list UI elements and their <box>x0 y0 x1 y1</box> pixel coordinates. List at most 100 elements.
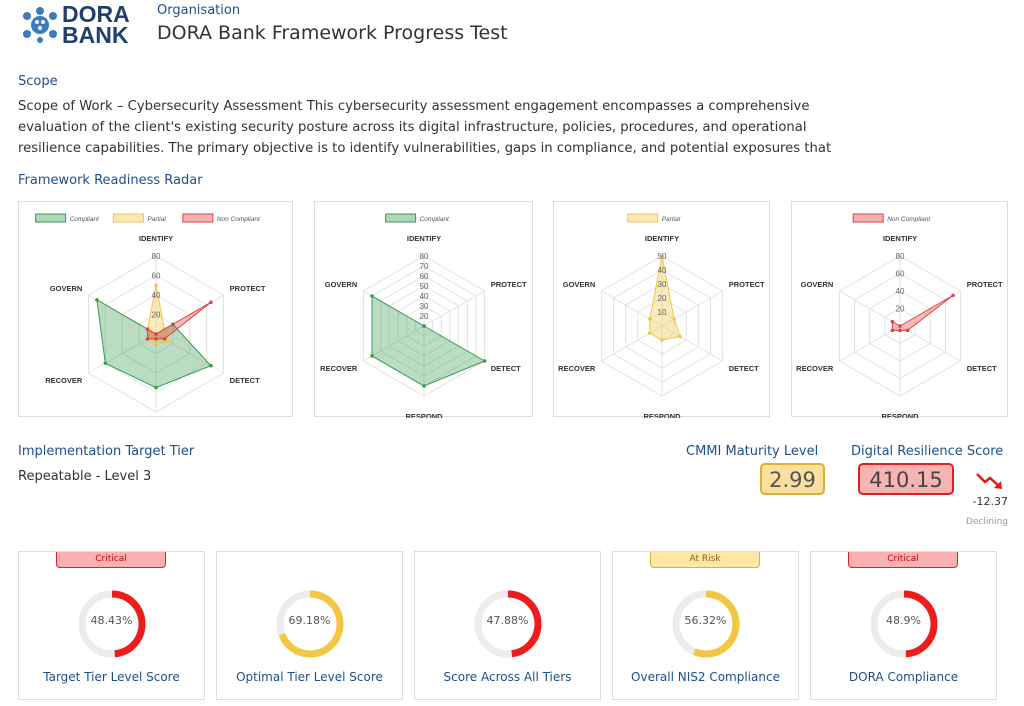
score-value: 69.18% <box>288 614 331 627</box>
radar-axis-label: GOVERN <box>50 284 83 293</box>
radar-card-compliant: 20 30 40 50 60 70 80 IDENTIFY PROTECT DETECT RESPO… <box>314 201 533 418</box>
drs-trend-label: Declining <box>965 517 1008 527</box>
radar-point <box>154 332 158 336</box>
radar-tick-label: 20 <box>658 294 667 303</box>
legend-label: Partial <box>662 216 681 223</box>
score-value: 56.32% <box>684 614 727 627</box>
radar-point <box>672 317 676 321</box>
legend-swatch <box>852 213 884 223</box>
donut-chart <box>870 590 938 658</box>
score-value: 48.9% <box>886 614 921 627</box>
donut-chart <box>672 590 740 658</box>
radar-axis-label: IDENTIFY <box>883 234 917 243</box>
radar-axis-label: IDENTIFY <box>139 234 173 243</box>
legend-label: Non Compliant <box>217 216 261 223</box>
radar-point <box>154 341 158 346</box>
legend-swatch <box>385 213 417 223</box>
radar-spoke <box>601 325 663 362</box>
drs-delta: -12.37 <box>972 495 1008 508</box>
trend-down-icon <box>976 473 1002 489</box>
radar-point <box>370 294 374 298</box>
radar-point <box>951 293 955 298</box>
radar-tick-label: 30 <box>420 302 429 311</box>
radar-axis-label: PROTECT <box>491 280 527 289</box>
radar-tick-label: 30 <box>658 280 667 289</box>
org-label: Organisation <box>157 3 241 18</box>
score-card: 47.88% Score Across All Tiers <box>414 551 601 700</box>
radar-tick-label: 20 <box>152 311 161 320</box>
radar-tick-label: 20 <box>420 312 429 321</box>
donut-chart <box>78 590 146 658</box>
radar-axis-label: RECOVER <box>796 364 834 373</box>
scope-text: Scope of Work – Cybersecurity Assessment… <box>18 99 832 156</box>
radar-point <box>660 338 664 342</box>
score-value: 48.43% <box>90 614 133 627</box>
radar-tick-label: 60 <box>152 272 161 281</box>
radar-tick-label: 20 <box>896 305 905 314</box>
radar-tick-label: 40 <box>152 291 161 300</box>
radar-card-partial: 10 20 30 40 50 IDENTIFY PROTECT DETECT RESPOND RE… <box>553 201 770 418</box>
radar-spoke <box>601 290 663 327</box>
donut-chart <box>474 590 542 658</box>
legend-label: Non Compliant <box>887 216 931 223</box>
scope-heading: Scope <box>18 74 58 89</box>
score-label: Score Across All Tiers <box>443 670 572 684</box>
score-label: DORA Compliance <box>848 670 959 684</box>
score-card: Critical 48.43% Target Tier Level Score <box>18 551 205 700</box>
radar-point <box>162 337 167 341</box>
page-title: DORA Bank Framework Progress Test <box>157 22 508 44</box>
radar-point <box>154 283 158 288</box>
radar-spoke <box>899 325 961 362</box>
radar-chart-combined: 20406080IDENTIFYPROTECTDETECTRESPONDRECO… <box>35 213 266 413</box>
radar-spoke <box>839 325 901 362</box>
score-card: Critical 48.9% DORA Compliance <box>810 551 997 700</box>
radar-point <box>905 328 910 333</box>
radar-axis-label: PROTECT <box>729 280 765 289</box>
radar-tick-label: 80 <box>896 252 905 261</box>
radar-point <box>890 319 895 324</box>
tier-heading: Implementation Target Tier <box>18 444 195 459</box>
radar-spoke <box>839 290 901 327</box>
radar-axis-label: DETECT <box>729 364 759 373</box>
score-label: Overall NIS2 Compliance <box>631 670 780 684</box>
score-label: Optimal Tier Level Score <box>236 670 383 684</box>
legend-label: Compliant <box>420 216 450 223</box>
dora-bank-logo-icon <box>23 7 57 43</box>
radar-tick-label: 50 <box>658 252 667 261</box>
radar-heading: Framework Readiness Radar <box>18 173 203 188</box>
radar-point <box>145 327 150 331</box>
status-badge: Critical <box>848 552 958 568</box>
radar-point <box>370 354 374 358</box>
radar-axis-label: PROTECT <box>967 280 1003 289</box>
radar-point <box>890 328 895 333</box>
radar-point <box>209 300 213 305</box>
radar-chart-non-compliant: 20 40 60 80 IDENTIFY PROTECT DETECT RESPOND RECO… <box>796 213 1003 418</box>
radar-point <box>209 363 213 368</box>
legend-swatch <box>627 213 659 223</box>
radar-chart-partial: 10 20 30 40 50 IDENTIFY PROTECT DETECT RESPOND RE… <box>558 213 765 418</box>
radar-point <box>648 317 652 321</box>
radar-axis-label: RESPOND <box>405 412 443 418</box>
radar-tick-label: 40 <box>420 292 429 301</box>
radar-point <box>103 361 108 366</box>
radar-axis-label: GOVERN <box>563 280 596 289</box>
radar-axis-label: GOVERN <box>325 280 358 289</box>
status-badge: Critical <box>56 552 166 568</box>
score-card: 69.18% Optimal Tier Level Score <box>216 551 403 700</box>
score-label: Target Tier Level Score <box>43 670 180 684</box>
radar-tick-label: 40 <box>896 287 905 296</box>
radar-spoke <box>88 333 157 374</box>
radar-tick-label: 50 <box>420 282 429 291</box>
legend-label: Partial <box>147 216 166 223</box>
radar-tick-label: 40 <box>658 266 667 275</box>
status-badge: At Risk <box>650 552 760 568</box>
cmmi-heading: CMMI Maturity Level <box>686 444 819 459</box>
legend-swatch <box>35 213 67 223</box>
radar-spoke <box>423 290 485 327</box>
radar-point <box>145 337 150 341</box>
radar-point <box>898 324 902 328</box>
radar-point <box>95 298 99 302</box>
radar-point <box>898 328 902 333</box>
radar-axis-label: IDENTIFY <box>645 234 679 243</box>
donut-chart <box>276 590 344 658</box>
